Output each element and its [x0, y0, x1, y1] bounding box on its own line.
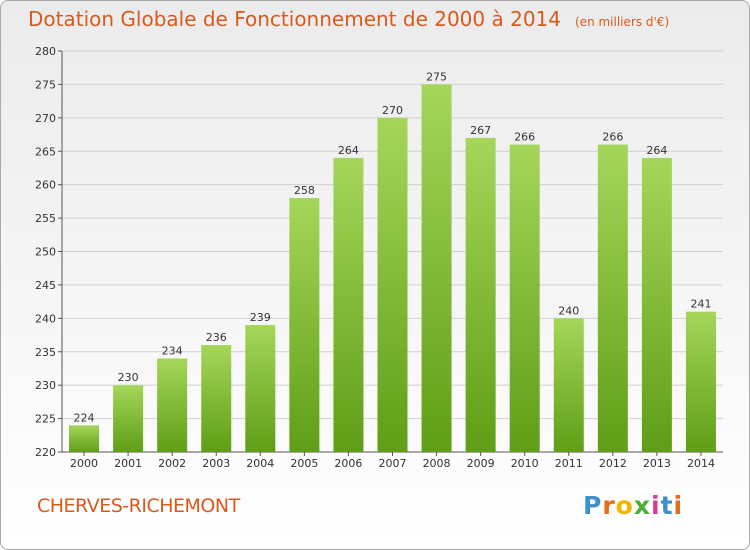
bar-2003[interactable] — [201, 345, 232, 452]
y-tick-label: 270 — [35, 112, 56, 125]
data-label: 267 — [470, 124, 491, 137]
commune-name: CHERVES-RICHEMONT — [37, 495, 240, 517]
bar-2006[interactable] — [333, 157, 364, 452]
y-tick-label: 275 — [35, 78, 56, 91]
bar-2002[interactable] — [157, 358, 188, 452]
y-tick-label: 220 — [35, 446, 56, 459]
chart-title: Dotation Globale de Fonctionnement de 20… — [28, 7, 669, 31]
data-label: 240 — [558, 304, 579, 317]
x-tick-label: 2008 — [423, 457, 451, 470]
bar-2008[interactable] — [421, 84, 452, 453]
y-tick-label: 260 — [35, 179, 56, 192]
chart-subtitle: (en milliers d'€) — [575, 15, 670, 29]
bars — [69, 84, 716, 453]
bar-2012[interactable] — [597, 144, 628, 453]
bar-2009[interactable] — [465, 137, 496, 452]
y-tick-label: 235 — [35, 346, 56, 359]
x-tick-label: 2013 — [643, 457, 671, 470]
chart-title-text: Dotation Globale de Fonctionnement de 20… — [28, 7, 561, 31]
data-label: 239 — [250, 311, 271, 324]
data-labels: 224 230 234 236 239 258 264 270 275 267 266 240 266 2… — [74, 70, 712, 424]
x-tick-label: 2005 — [290, 457, 318, 470]
y-tick-label: 230 — [35, 379, 56, 392]
data-label: 236 — [206, 331, 227, 344]
y-tick-label: 250 — [35, 246, 56, 259]
x-tick-label: 2007 — [379, 457, 407, 470]
x-tick-label: 2006 — [334, 457, 362, 470]
proxiti-logo[interactable]: Proxiti — [583, 491, 684, 520]
x-tick-label: 2011 — [555, 457, 583, 470]
bar-2005[interactable] — [289, 198, 320, 452]
y-tick-label: 225 — [35, 413, 56, 426]
x-tick-label: 2000 — [70, 457, 98, 470]
data-label: 266 — [514, 131, 535, 144]
y-tick-label: 265 — [35, 145, 56, 158]
bar-2011[interactable] — [553, 318, 584, 452]
data-label: 224 — [74, 411, 95, 424]
x-tick-label: 2003 — [202, 457, 230, 470]
x-tick-label: 2001 — [114, 457, 142, 470]
x-tick-label: 2012 — [599, 457, 627, 470]
data-label: 264 — [646, 144, 667, 157]
data-label: 275 — [426, 70, 447, 83]
data-label: 258 — [294, 184, 315, 197]
bar-2004[interactable] — [245, 325, 276, 452]
y-tick-label: 245 — [35, 279, 56, 292]
bar-2010[interactable] — [509, 144, 540, 453]
data-label: 230 — [118, 371, 139, 384]
x-tick-label: 2004 — [246, 457, 274, 470]
x-tick-label: 2014 — [687, 457, 715, 470]
data-label: 264 — [338, 144, 359, 157]
bar-2013[interactable] — [641, 157, 672, 452]
bar-2000[interactable] — [69, 425, 100, 452]
data-label: 270 — [382, 104, 403, 117]
y-tick-label: 240 — [35, 312, 56, 325]
axes: 220 225 230 235 240 245 250 255 260 265 270 275 280 2… — [35, 45, 723, 470]
data-label: 241 — [690, 298, 711, 311]
bar-2001[interactable] — [113, 385, 144, 452]
x-tick-label: 2010 — [511, 457, 539, 470]
bar-2007[interactable] — [377, 117, 408, 452]
bar-2014[interactable] — [685, 311, 716, 452]
x-tick-label: 2002 — [158, 457, 186, 470]
data-label: 234 — [162, 344, 183, 357]
x-tick-label: 2009 — [467, 457, 495, 470]
y-tick-label: 255 — [35, 212, 56, 225]
y-tick-label: 280 — [35, 45, 56, 58]
data-label: 266 — [602, 131, 623, 144]
